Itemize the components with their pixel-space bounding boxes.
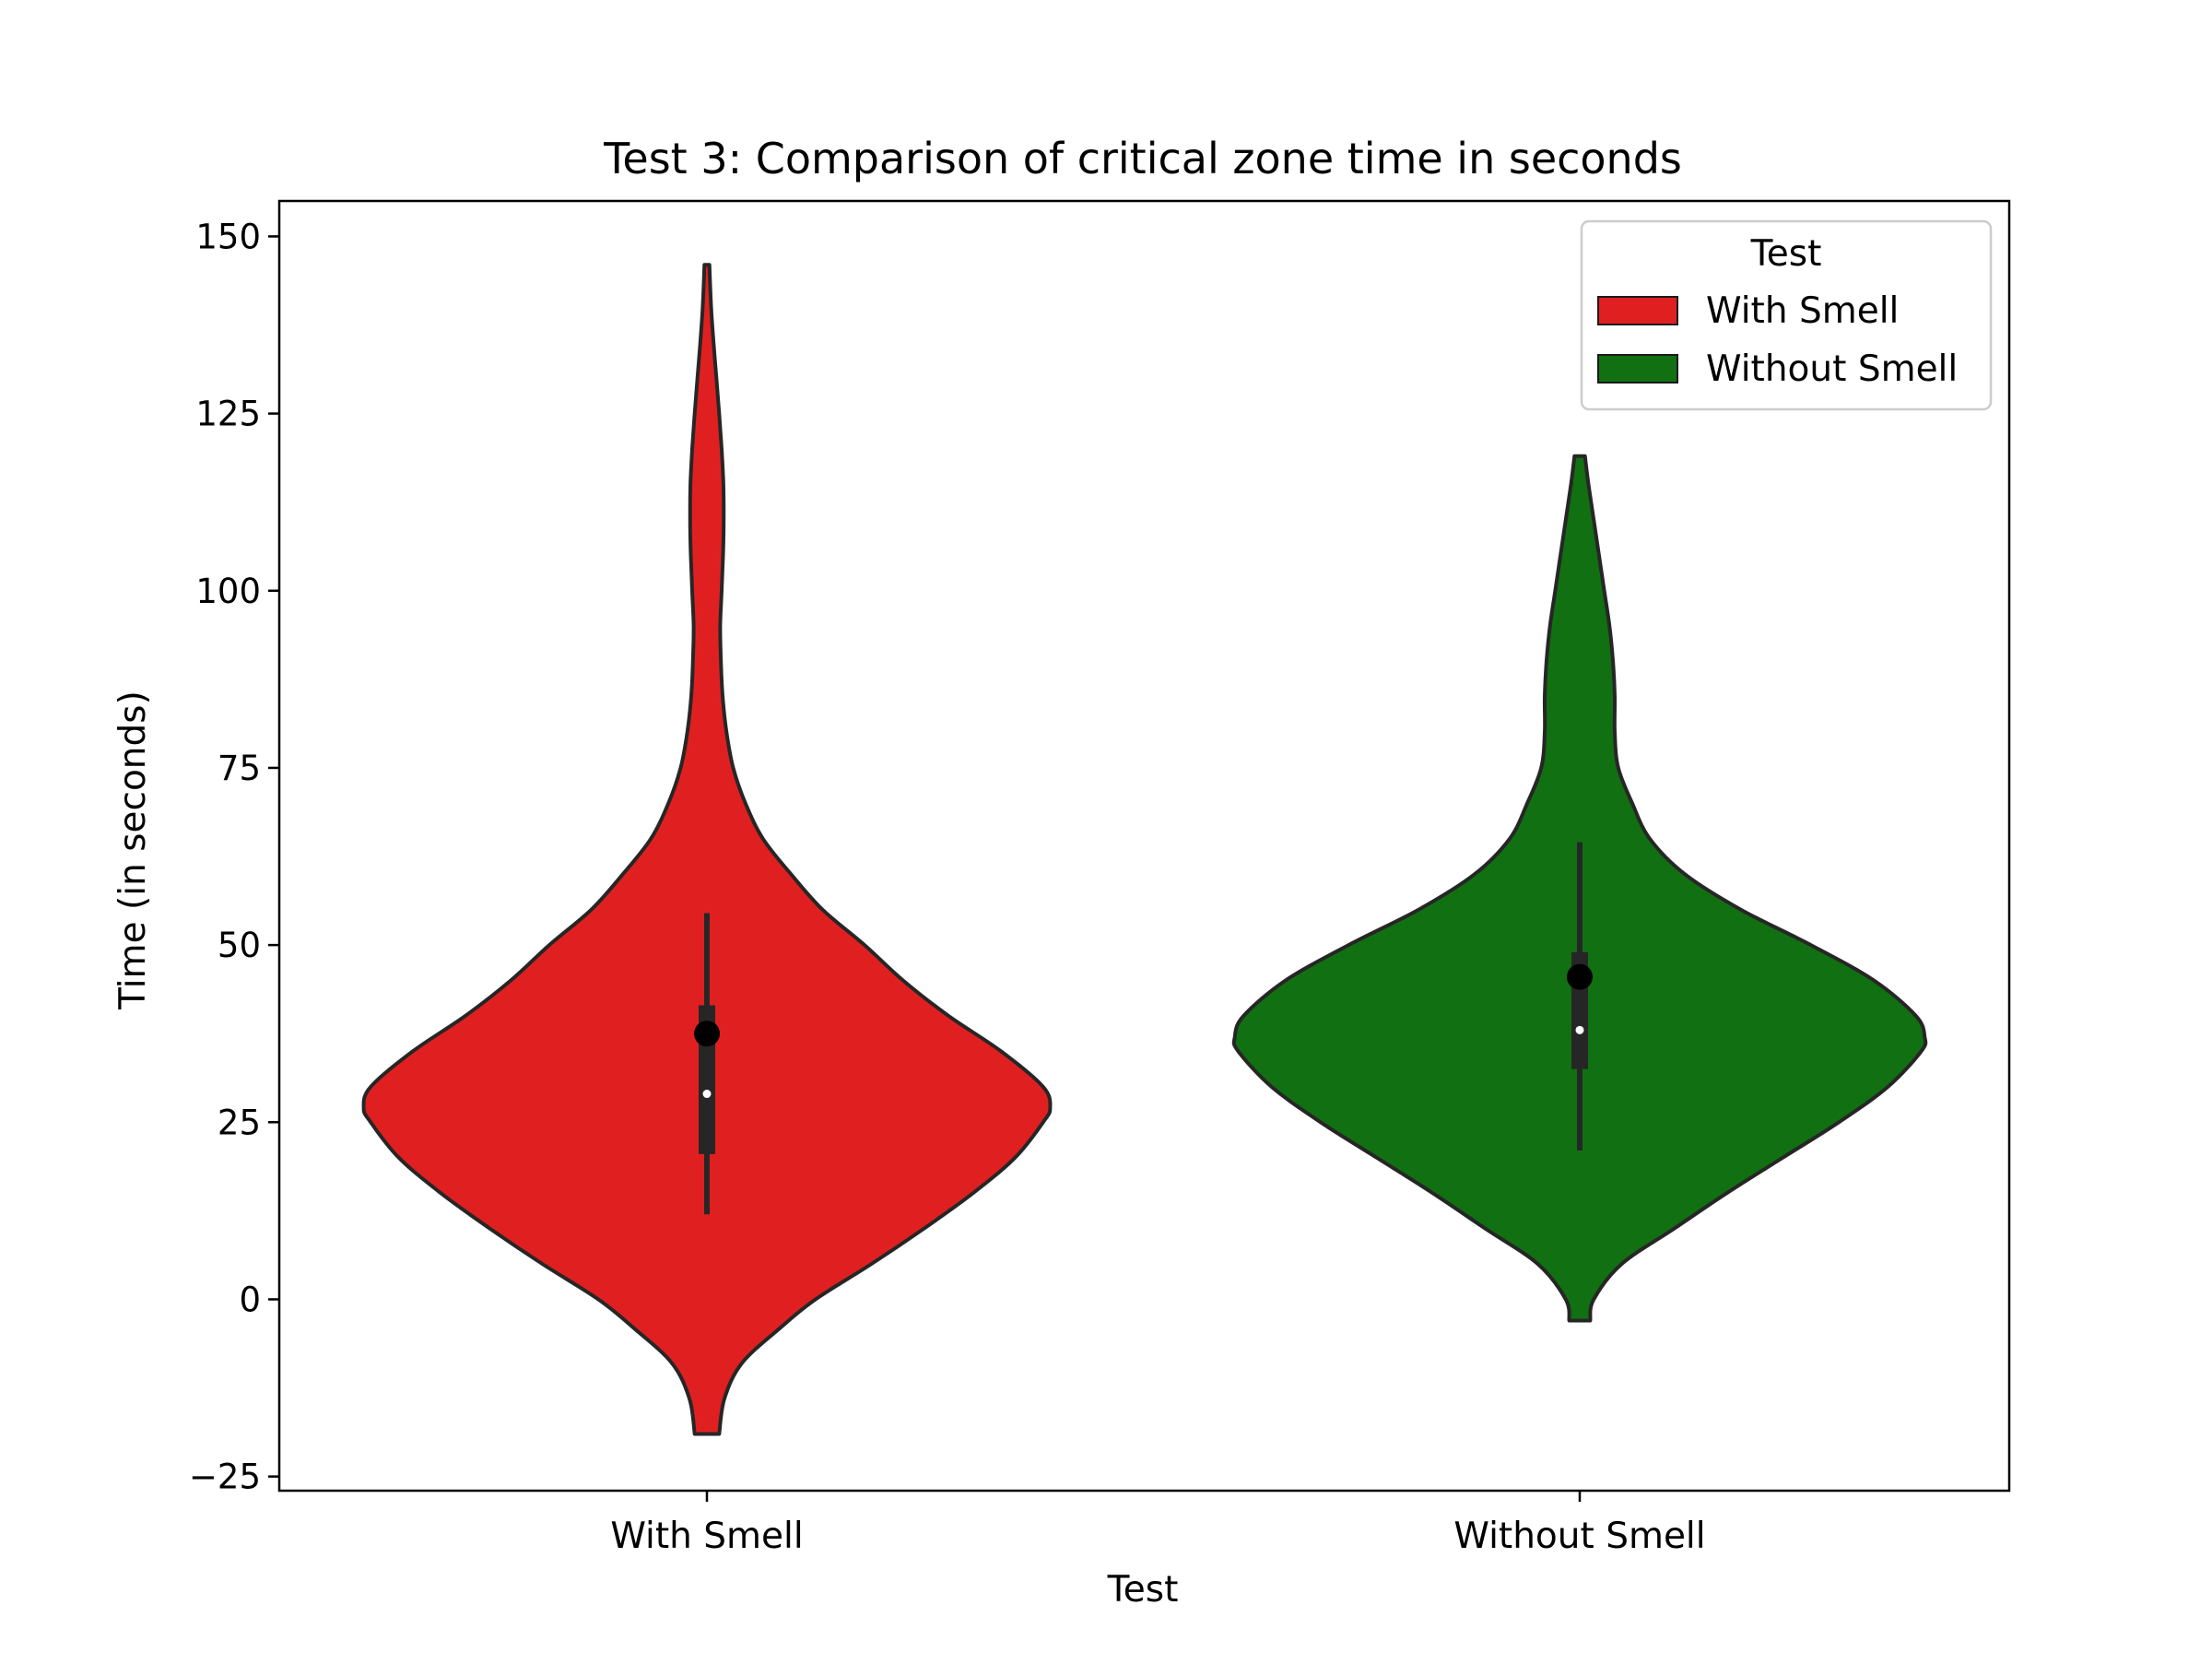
y-tick-label: 25 — [218, 1103, 261, 1142]
median-dot-without-smell — [1575, 1025, 1584, 1034]
y-tick-label: 100 — [195, 572, 261, 611]
legend-label-with-smell: With Smell — [1706, 290, 1899, 332]
plot-frame — [277, 199, 2011, 1493]
y-tick-label: 50 — [218, 926, 261, 965]
y-tick-label: 0 — [239, 1280, 261, 1319]
x-axis-label: Test — [1107, 1569, 1179, 1611]
y-tick-label: −25 — [189, 1457, 261, 1497]
legend-label-without-smell: Without Smell — [1706, 348, 1958, 390]
legend-box — [1580, 219, 1993, 411]
chart-title: Test 3: Comparison of critical zone time… — [603, 134, 1682, 183]
violin-with-smell — [361, 263, 1053, 1436]
x-tick-label: Without Smell — [1453, 1516, 1705, 1557]
mean-marker-without-smell — [1567, 963, 1593, 990]
violins-layer — [361, 263, 1928, 1436]
median-dot-with-smell — [702, 1090, 712, 1099]
boxes-layer — [694, 842, 1593, 1215]
x-tick-label: With Smell — [610, 1516, 803, 1557]
y-axis-ticks: −25 0 25 50 75 100 125 150 — [189, 217, 279, 1497]
x-axis-ticks: With Smell Without Smell — [610, 1491, 1706, 1557]
legend-title: Test — [1750, 233, 1822, 275]
mean-marker-with-smell — [694, 1021, 720, 1047]
legend-swatch-without-smell — [1597, 354, 1678, 384]
y-tick-label: 125 — [195, 395, 261, 434]
y-axis-label: Time (in seconds) — [112, 690, 154, 1010]
y-tick-label: 150 — [195, 217, 261, 256]
y-tick-label: 75 — [218, 749, 261, 788]
legend: Test With Smell Without Smell — [1580, 219, 1993, 411]
legend-swatch-with-smell — [1597, 296, 1678, 325]
